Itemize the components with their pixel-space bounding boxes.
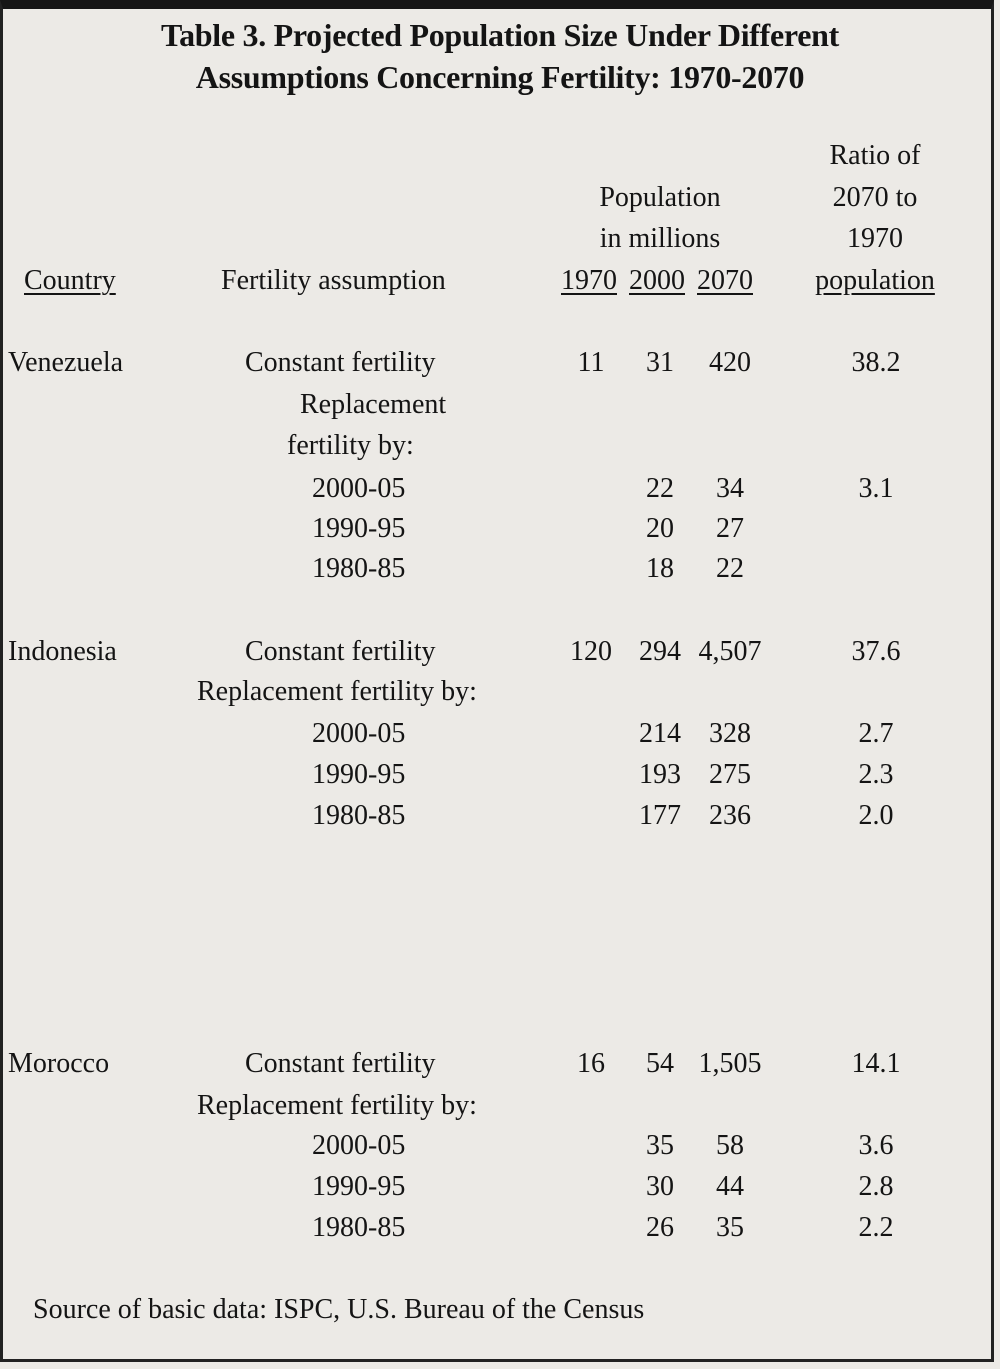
table-title-line-1: Table 3. Projected Population Size Under…: [161, 17, 839, 53]
table-row: 1990-95 30 44 2.8: [0, 1170, 1000, 1204]
population-2070-cell: 35: [716, 1212, 744, 1243]
fertility-assumption-cell: 2000-05: [312, 473, 406, 504]
fertility-assumption-cell: 1980-85: [312, 1212, 406, 1243]
fertility-assumption-cell: 2000-05: [312, 718, 406, 749]
table-row: 2000-05 35 58 3.6: [0, 1129, 1000, 1163]
population-2070-cell: 34: [716, 473, 744, 504]
ratio-cell: 37.6: [851, 636, 901, 667]
population-2000-cell: 193: [639, 759, 681, 790]
population-2000-cell: 30: [646, 1171, 674, 1202]
population-2070-cell: 420: [709, 347, 751, 378]
population-2000-cell: 177: [639, 800, 681, 831]
population-2000-cell: 20: [646, 513, 674, 544]
table-row: 2000-05 214 328 2.7: [0, 717, 1000, 751]
header-country: Country: [24, 265, 116, 296]
table-row: Indonesia Constant fertility 120 294 4,507 37…: [0, 635, 1000, 669]
ratio-cell: 38.2: [851, 347, 901, 378]
ratio-cell: 3.6: [858, 1130, 894, 1161]
table-title-line-2: Assumptions Concerning Fertility: 1970-2…: [195, 59, 805, 95]
population-2000-cell: 26: [646, 1212, 674, 1243]
population-2070-cell: 275: [709, 759, 751, 790]
population-2000-cell: 22: [646, 473, 674, 504]
country-cell: Indonesia: [8, 636, 117, 667]
ratio-cell: 2.2: [858, 1212, 894, 1243]
table-row: Replacement: [0, 388, 1000, 422]
population-2000-cell: 35: [646, 1130, 674, 1161]
fertility-assumption-cell: 1980-85: [312, 553, 406, 584]
population-2070-cell: 44: [716, 1171, 744, 1202]
fertility-assumption-cell: 1990-95: [312, 513, 406, 544]
population-2070-cell: 58: [716, 1130, 744, 1161]
header-ratio-line-1: Ratio of: [829, 140, 921, 171]
fertility-assumption-cell: Replacement fertility by:: [197, 1090, 477, 1121]
ratio-cell: 2.8: [858, 1171, 894, 1202]
population-2070-cell: 1,505: [698, 1048, 762, 1079]
population-2070-cell: 22: [716, 553, 744, 584]
header-population-line-1: Population: [599, 182, 721, 213]
table-row: Venezuela Constant fertility 11 31 420 38.2: [0, 346, 1000, 380]
table-row: 2000-05 22 34 3.1: [0, 472, 1000, 506]
table-row: Replacement fertility by:: [0, 675, 1000, 709]
population-2000-cell: 294: [639, 636, 681, 667]
table-row: fertility by:: [0, 429, 1000, 463]
fertility-assumption-cell: fertility by:: [287, 430, 414, 461]
header-ratio-line-2: 2070 to: [832, 182, 918, 213]
fertility-assumption-cell: 1990-95: [312, 759, 406, 790]
table-row: 1980-85 26 35 2.2: [0, 1211, 1000, 1245]
header-1970: 1970: [561, 265, 617, 296]
table-row: Replacement fertility by:: [0, 1089, 1000, 1123]
population-2000-cell: 214: [639, 718, 681, 749]
fertility-assumption-cell: Replacement fertility by:: [197, 676, 477, 707]
table-row: 1990-95 193 275 2.3: [0, 758, 1000, 792]
population-2000-cell: 18: [646, 553, 674, 584]
header-2070: 2070: [697, 265, 753, 296]
table-row: 1980-85 18 22: [0, 552, 1000, 586]
header-fertility-assumption: Fertility assumption: [221, 265, 446, 296]
population-2070-cell: 236: [709, 800, 751, 831]
population-2000-cell: 31: [646, 347, 674, 378]
fertility-assumption-cell: Constant fertility: [245, 1048, 436, 1079]
ratio-cell: 14.1: [851, 1048, 901, 1079]
population-1970-cell: 16: [577, 1048, 605, 1079]
population-2000-cell: 54: [646, 1048, 674, 1079]
country-cell: Morocco: [8, 1048, 110, 1079]
population-2070-cell: 27: [716, 513, 744, 544]
population-1970-cell: 120: [570, 636, 612, 667]
population-1970-cell: 11: [577, 347, 605, 378]
header-population-line-2: in millions: [599, 223, 721, 254]
population-2070-cell: 328: [709, 718, 751, 749]
fertility-assumption-cell: 1980-85: [312, 800, 406, 831]
table-row: 1990-95 20 27: [0, 512, 1000, 546]
fertility-assumption-cell: 2000-05: [312, 1130, 406, 1161]
ratio-cell: 3.1: [858, 473, 894, 504]
source-note: Source of basic data: ISPC, U.S. Bureau …: [33, 1294, 645, 1325]
fertility-assumption-cell: Constant fertility: [245, 636, 436, 667]
header-ratio-line-4: population: [815, 265, 935, 296]
ratio-cell: 2.0: [858, 800, 894, 831]
header-2000: 2000: [629, 265, 685, 296]
table-row: 1980-85 177 236 2.0: [0, 799, 1000, 833]
table-row: Morocco Constant fertility 16 54 1,505 14.1: [0, 1047, 1000, 1081]
ratio-cell: 2.3: [858, 759, 894, 790]
country-cell: Venezuela: [8, 347, 124, 378]
header-ratio-line-3: 1970: [847, 223, 903, 254]
fertility-assumption-cell: 1990-95: [312, 1171, 406, 1202]
fertility-assumption-cell: Replacement: [300, 389, 447, 420]
ratio-cell: 2.7: [858, 718, 894, 749]
fertility-assumption-cell: Constant fertility: [245, 347, 436, 378]
population-2070-cell: 4,507: [698, 636, 762, 667]
